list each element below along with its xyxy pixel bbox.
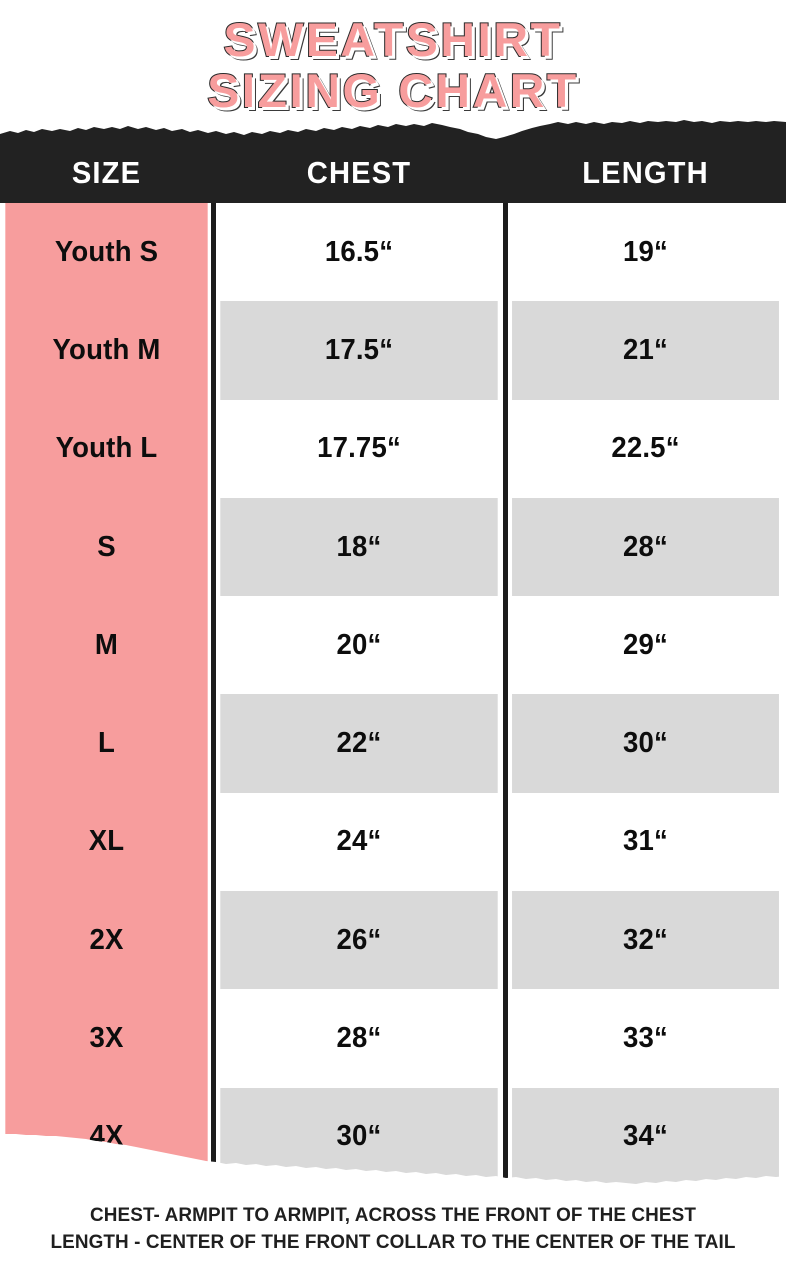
table-row: 2X 26“ 32“ xyxy=(0,891,786,989)
page-title: SWEATSHIRT SIZING CHART xyxy=(0,13,786,117)
cell-chest: 26“ xyxy=(220,891,497,989)
measurement-notes: CHEST- ARMPIT TO ARMPIT, ACROSS THE FRON… xyxy=(0,1202,786,1256)
cell-size: 3X xyxy=(5,989,207,1087)
table-row: Youth M 17.5“ 21“ xyxy=(0,301,786,399)
cell-size: Youth M xyxy=(5,301,207,399)
cell-size: Youth S xyxy=(5,203,207,301)
torn-paper-panel: SIZE CHEST LENGTH Youth S 16.5“ 19“ Youth M… xyxy=(0,120,786,1186)
cell-length: 22.5“ xyxy=(512,400,779,498)
table-header-row: SIZE CHEST LENGTH xyxy=(0,120,786,203)
column-header-size: SIZE xyxy=(71,155,142,190)
cell-chest: 18“ xyxy=(220,498,497,596)
cell-size: Youth L xyxy=(5,400,207,498)
title-line-1: SWEATSHIRT xyxy=(223,13,563,66)
cell-length: 28“ xyxy=(512,498,779,596)
cell-length: 21“ xyxy=(512,301,779,399)
cell-chest: 30“ xyxy=(220,1088,497,1186)
table-header-band xyxy=(0,120,786,203)
table-row: 4X 30“ 34“ xyxy=(0,1088,786,1186)
column-divider-1 xyxy=(211,203,216,1186)
cell-size: M xyxy=(5,596,207,694)
cell-size: S xyxy=(5,498,207,596)
cell-chest: 17.75“ xyxy=(220,400,497,498)
cell-length: 34“ xyxy=(512,1088,779,1186)
cell-size: 2X xyxy=(5,891,207,989)
note-length: LENGTH - CENTER OF THE FRONT COLLAR TO T… xyxy=(50,1231,736,1253)
cell-size: L xyxy=(5,694,207,792)
cell-chest: 16.5“ xyxy=(220,203,497,301)
cell-chest: 17.5“ xyxy=(220,301,497,399)
cell-size: XL xyxy=(5,793,207,891)
column-header-length: LENGTH xyxy=(582,155,709,190)
cell-chest: 20“ xyxy=(220,596,497,694)
table-body: Youth S 16.5“ 19“ Youth M 17.5“ 21“ Youth L 17.… xyxy=(0,203,786,1186)
cell-length: 31“ xyxy=(512,793,779,891)
table-row: XL 24“ 31“ xyxy=(0,793,786,891)
column-divider-2 xyxy=(503,203,508,1186)
title-line-2: SIZING CHART xyxy=(206,64,579,117)
cell-length: 29“ xyxy=(512,596,779,694)
table-row: Youth S 16.5“ 19“ xyxy=(0,203,786,301)
column-header-chest: CHEST xyxy=(306,155,412,190)
table-row: L 22“ 30“ xyxy=(0,694,786,792)
table-row: S 18“ 28“ xyxy=(0,498,786,596)
cell-length: 32“ xyxy=(512,891,779,989)
cell-chest: 24“ xyxy=(220,793,497,891)
table-row: M 20“ 29“ xyxy=(0,596,786,694)
table-row: Youth L 17.75“ 22.5“ xyxy=(0,400,786,498)
cell-chest: 28“ xyxy=(220,989,497,1087)
cell-size: 4X xyxy=(5,1088,207,1186)
table-row: 3X 28“ 33“ xyxy=(0,989,786,1087)
cell-length: 33“ xyxy=(512,989,779,1087)
sizing-table: SIZE CHEST LENGTH Youth S 16.5“ 19“ Youth M… xyxy=(0,120,786,1186)
note-chest: CHEST- ARMPIT TO ARMPIT, ACROSS THE FRON… xyxy=(90,1204,696,1226)
cell-length: 19“ xyxy=(512,203,779,301)
cell-chest: 22“ xyxy=(220,694,497,792)
cell-length: 30“ xyxy=(512,694,779,792)
